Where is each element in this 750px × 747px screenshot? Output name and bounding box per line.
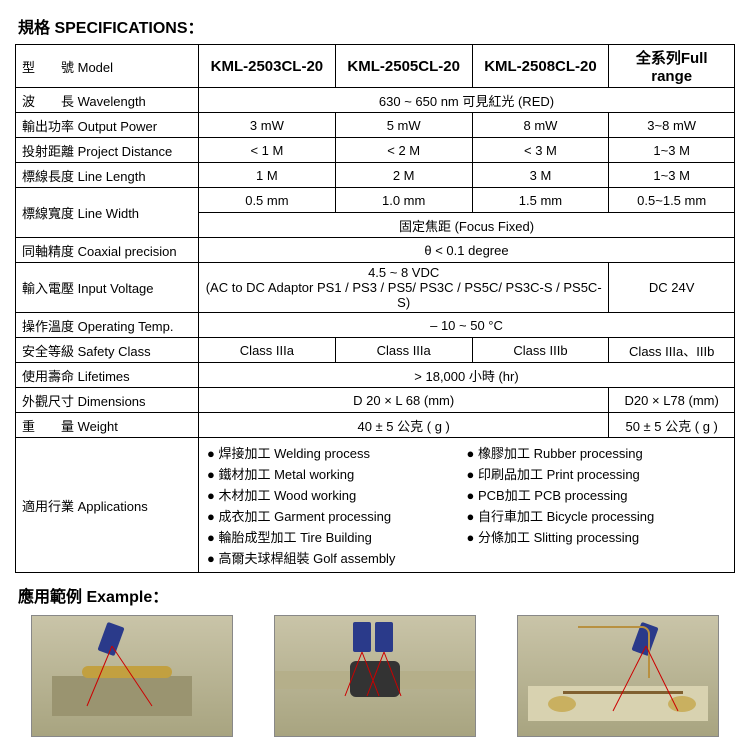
cell: 1~3 M xyxy=(609,138,735,163)
spec-table: 型 號 Model KML-2503CL-20 KML-2505CL-20 KM… xyxy=(15,44,735,573)
row-label: 外觀尺寸 Dimensions xyxy=(16,388,199,413)
voltage-line1: 4.5 ~ 8 VDC xyxy=(368,265,439,280)
cell: 8 mW xyxy=(472,113,609,138)
example-image-tire xyxy=(274,615,476,737)
cell: 2 M xyxy=(335,163,472,188)
row-label: 波 長 Wavelength xyxy=(16,88,199,113)
row-label: 輸入電壓 Input Voltage xyxy=(16,263,199,313)
cell: 3 mW xyxy=(199,113,336,138)
application-item: ● 木材加工 Wood working xyxy=(207,484,467,505)
cell: < 1 M xyxy=(199,138,336,163)
model-header: 全系列Full range xyxy=(609,45,735,88)
cell: 1~3 M xyxy=(609,163,735,188)
row-label: 使用壽命 Lifetimes xyxy=(16,363,199,388)
voltage-line2: (AC to DC Adaptor PS1 / PS3 / PS5/ PS3C … xyxy=(206,280,602,310)
application-item: ● 印刷品加工 Print processing xyxy=(467,463,727,484)
row-label: 投射距離 Project Distance xyxy=(16,138,199,163)
cell: D20 × L78 (mm) xyxy=(609,388,735,413)
cell: 1.5 mm xyxy=(472,188,609,213)
cell: Class IIIb xyxy=(472,338,609,363)
row-label: 重 量 Weight xyxy=(16,413,199,438)
cell: 3 M xyxy=(472,163,609,188)
cell: 630 ~ 650 nm 可見紅光 (RED) xyxy=(199,88,735,113)
cell: 0.5 mm xyxy=(199,188,336,213)
example-image-golf xyxy=(517,615,719,737)
cell: 50 ± 5 公克 ( g ) xyxy=(609,413,735,438)
example-image-welding xyxy=(31,615,233,737)
row-label: 操作溫度 Operating Temp. xyxy=(16,313,199,338)
cell: Class IIIa、IIIb xyxy=(609,338,735,363)
example-images xyxy=(10,615,740,737)
model-header: KML-2508CL-20 xyxy=(472,45,609,88)
cell: > 18,000 小時 (hr) xyxy=(199,363,735,388)
row-label: 輸出功率 Output Power xyxy=(16,113,199,138)
application-item: ● 鐵材加工 Metal working xyxy=(207,463,467,484)
row-label: 安全等級 Safety Class xyxy=(16,338,199,363)
row-label: 標線長度 Line Length xyxy=(16,163,199,188)
applications-left-col: ● 焊接加工 Welding process● 鐵材加工 Metal worki… xyxy=(207,442,467,568)
cell: 固定焦距 (Focus Fixed) xyxy=(199,213,735,238)
application-item: ● 輪胎成型加工 Tire Building xyxy=(207,526,467,547)
cell: < 2 M xyxy=(335,138,472,163)
cell: 1 M xyxy=(199,163,336,188)
cell: 40 ± 5 公克 ( g ) xyxy=(199,413,609,438)
cell: 0.5~1.5 mm xyxy=(609,188,735,213)
model-header: KML-2503CL-20 xyxy=(199,45,336,88)
cell: 5 mW xyxy=(335,113,472,138)
application-item: ● 焊接加工 Welding process xyxy=(207,442,467,463)
cell: D 20 × L 68 (mm) xyxy=(199,388,609,413)
cell: 4.5 ~ 8 VDC (AC to DC Adaptor PS1 / PS3 … xyxy=(199,263,609,313)
application-item: ● 高爾夫球桿組裝 Golf assembly xyxy=(207,547,467,568)
cell: 3~8 mW xyxy=(609,113,735,138)
cell: Class IIIa xyxy=(335,338,472,363)
row-label: 型 號 Model xyxy=(16,45,199,88)
model-header: KML-2505CL-20 xyxy=(335,45,472,88)
applications-cell: ● 焊接加工 Welding process● 鐵材加工 Metal worki… xyxy=(199,438,735,573)
row-label: 同軸精度 Coaxial precision xyxy=(16,238,199,263)
application-item: ● PCB加工 PCB processing xyxy=(467,484,727,505)
row-label: 適用行業 Applications xyxy=(16,438,199,573)
cell: – 10 ~ 50 °C xyxy=(199,313,735,338)
application-item: ● 分條加工 Slitting processing xyxy=(467,526,727,547)
cell: 1.0 mm xyxy=(335,188,472,213)
cell: Class IIIa xyxy=(199,338,336,363)
application-item: ● 成衣加工 Garment processing xyxy=(207,505,467,526)
application-item: ● 自行車加工 Bicycle processing xyxy=(467,505,727,526)
cell: θ < 0.1 degree xyxy=(199,238,735,263)
application-item: ● 橡膠加工 Rubber processing xyxy=(467,442,727,463)
example-title: 應用範例 Example： xyxy=(18,583,740,607)
row-label: 標線寬度 Line Width xyxy=(16,188,199,238)
cell: DC 24V xyxy=(609,263,735,313)
specifications-title: 規格 SPECIFICATIONS： xyxy=(18,14,740,38)
applications-right-col: ● 橡膠加工 Rubber processing● 印刷品加工 Print pr… xyxy=(467,442,727,568)
cell: < 3 M xyxy=(472,138,609,163)
